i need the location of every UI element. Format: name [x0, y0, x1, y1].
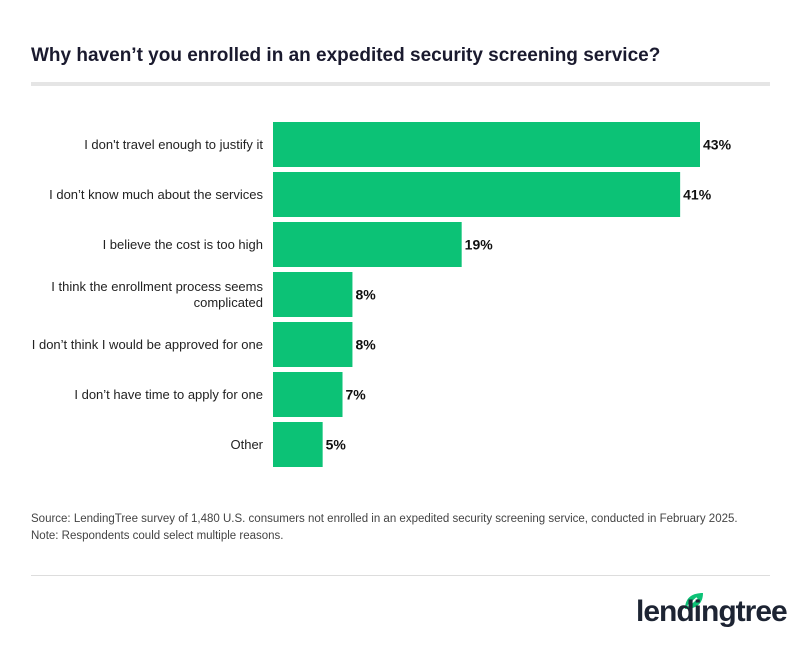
data-label: 41% [683, 187, 712, 203]
category-label: I don’t know much about the services [49, 186, 263, 202]
category-label: I don’t have time to apply for one [74, 386, 263, 402]
bar [273, 372, 343, 417]
category-label: I believe the cost is too high [102, 236, 263, 252]
category-label: I don't travel enough to justify it [84, 136, 263, 152]
data-label: 5% [326, 437, 347, 453]
bar [273, 172, 681, 217]
source-note: Source: LendingTree survey of 1,480 U.S.… [31, 513, 738, 525]
bar [273, 322, 353, 367]
title-divider [31, 82, 770, 86]
category-label: Other [230, 436, 263, 452]
category-label: I think the enrollment process seems com… [51, 278, 263, 310]
data-label: 8% [355, 337, 376, 353]
category-label: I don’t think I would be approved for on… [31, 336, 263, 352]
bar-chart: 43% 41% 19% 8% 8% 7% 5% [273, 122, 732, 467]
chart-title: Why haven’t you enrolled in an expedited… [31, 45, 661, 66]
bar [273, 422, 323, 467]
multiple-reasons-note: Note: Respondents could select multiple … [31, 530, 284, 542]
footer-divider [31, 575, 770, 576]
data-label: 7% [346, 387, 367, 403]
bar [273, 122, 700, 167]
data-label: 19% [465, 237, 494, 253]
leaf-icon [685, 593, 703, 609]
bar [273, 272, 353, 317]
lendingtree-logo: lendingtree [636, 595, 788, 628]
data-label: 43% [703, 137, 732, 153]
bar [273, 222, 462, 267]
data-label: 8% [355, 287, 376, 303]
